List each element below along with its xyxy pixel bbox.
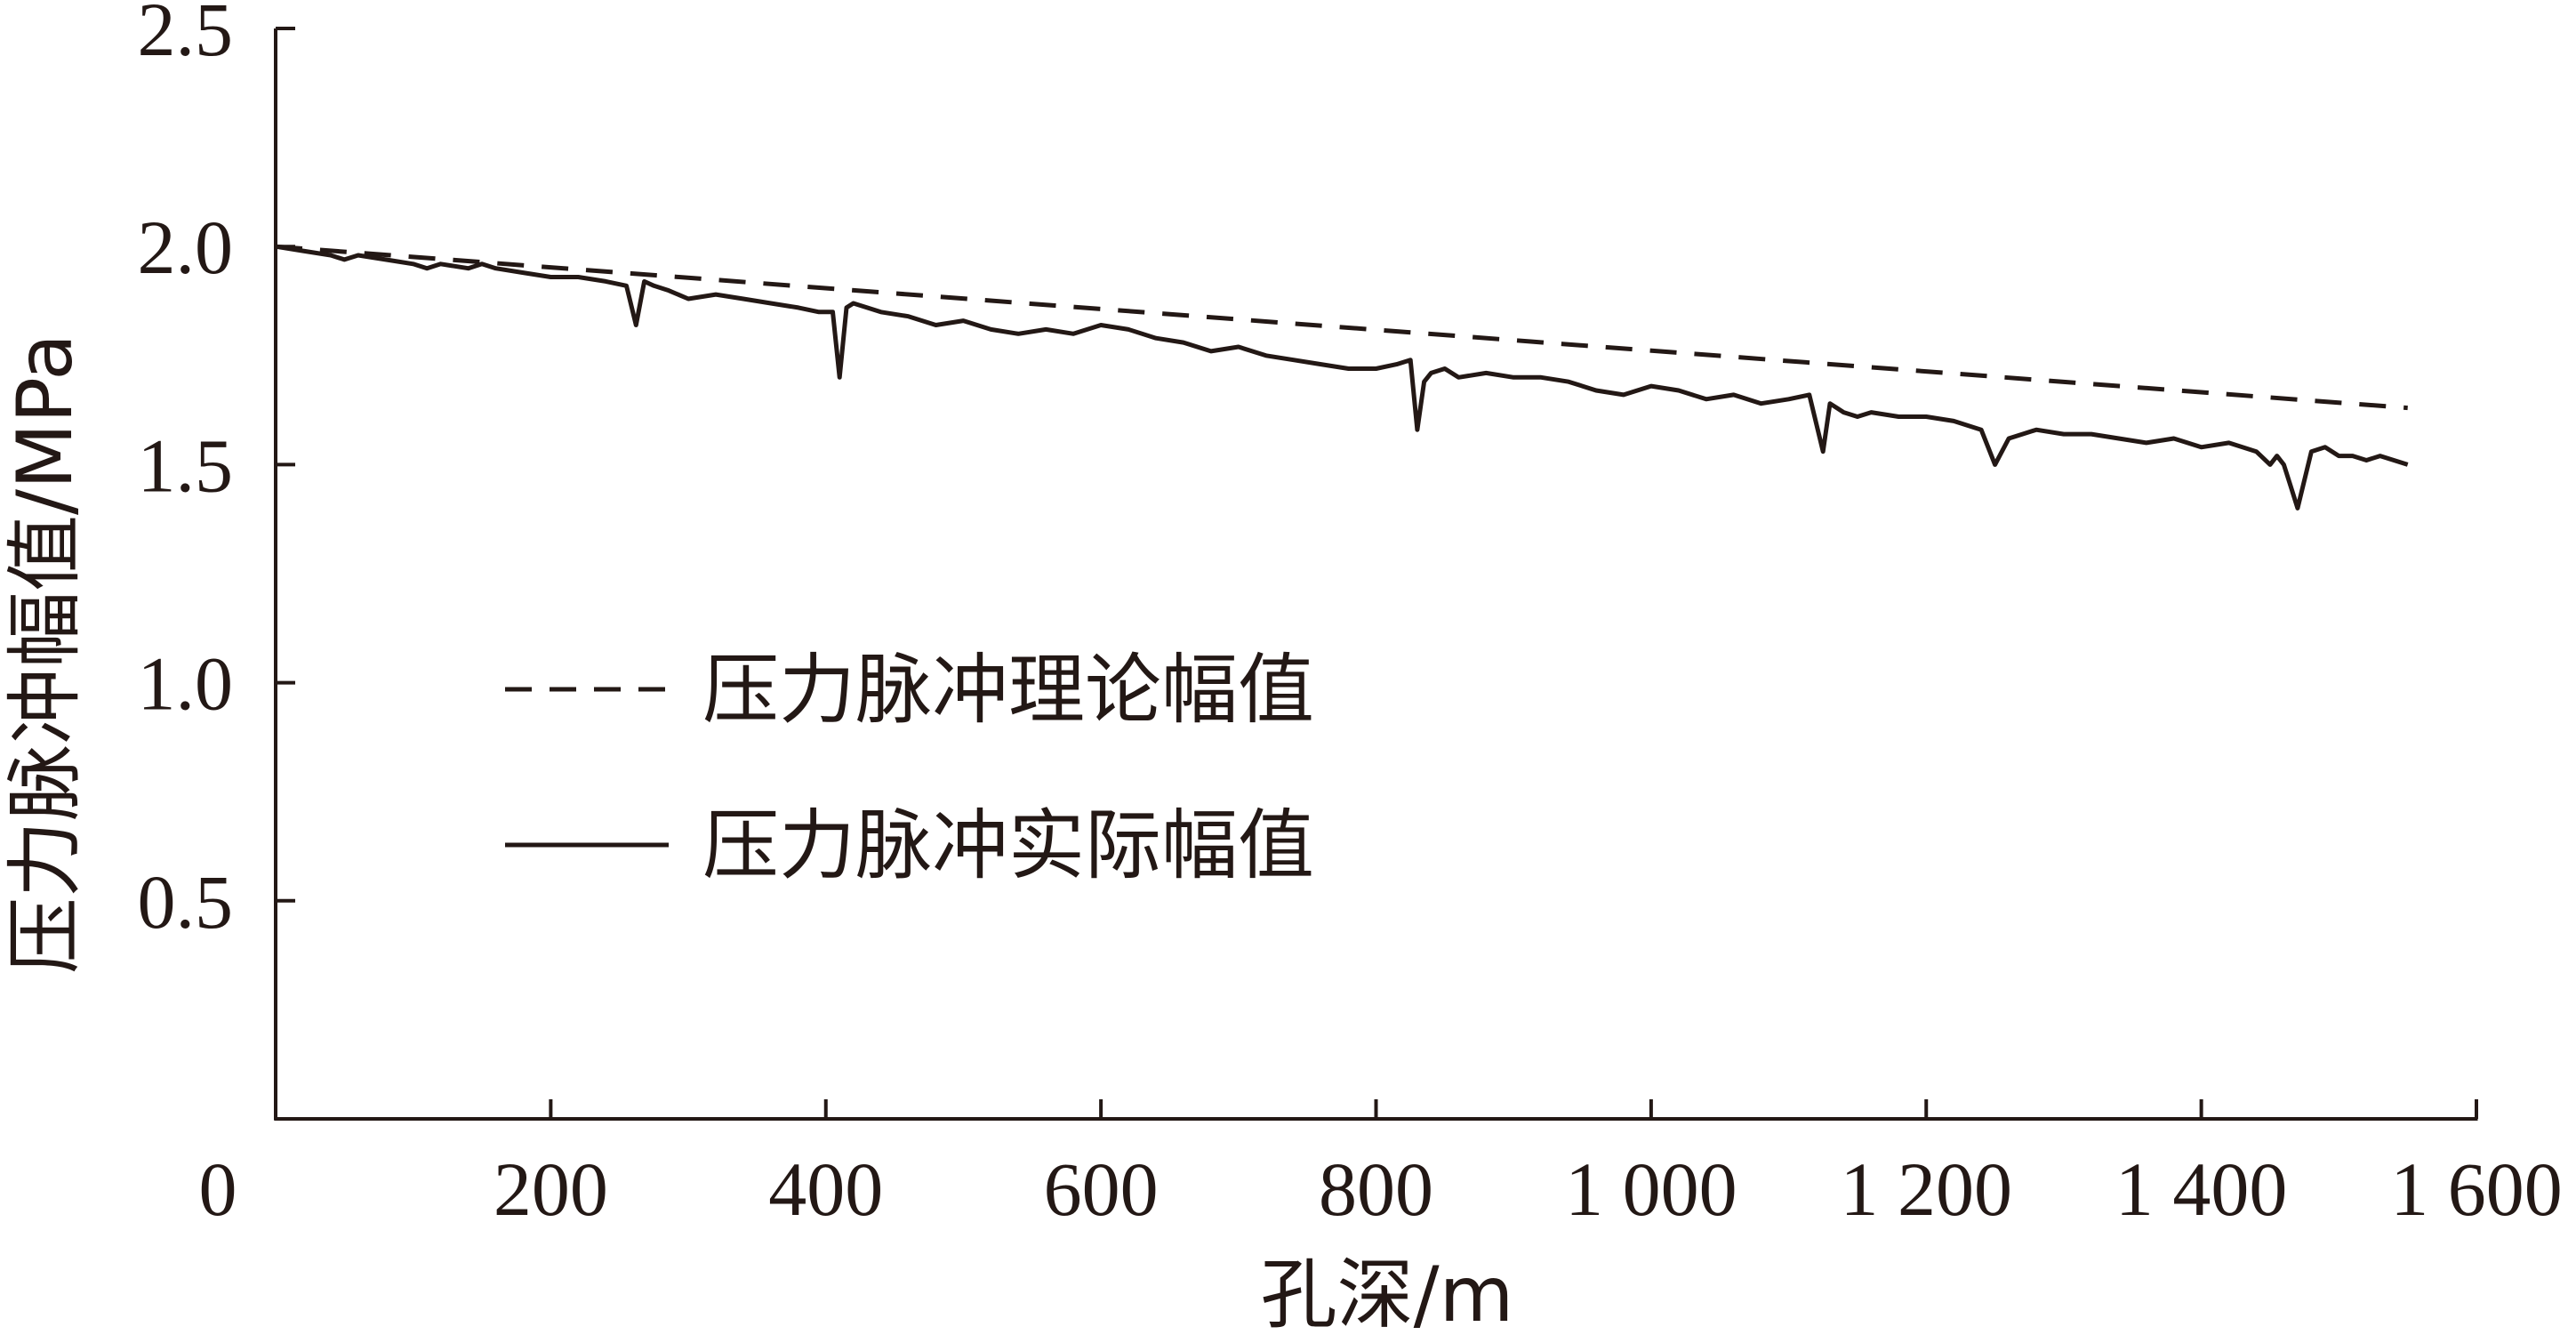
axes: 0.5 1.0 1.5 2.0 2.5 0 200 400 600 800 1 000 1 200 1 … [138, 0, 2563, 1232]
y-tick-label: 2.5 [138, 0, 234, 72]
series-layer [275, 244, 2409, 511]
x-tick-label: 800 [1319, 1146, 1433, 1232]
y-tick-label: 0.5 [138, 859, 234, 945]
x-tick-label: 200 [494, 1146, 608, 1232]
x-tick-label: 0 [199, 1146, 237, 1232]
y-axis-title: 压力脉冲幅值/MPa [1, 334, 90, 974]
legend-label-1: 压力脉冲理论幅值 [702, 646, 1314, 735]
series-line-2 [275, 244, 2409, 511]
x-tick-label: 1 600 [2390, 1146, 2563, 1232]
series-line-1 [275, 244, 2408, 411]
x-tick-label: 400 [768, 1146, 883, 1232]
y-tick-label: 1.5 [138, 422, 234, 508]
x-tick-label: 1 200 [1841, 1146, 2013, 1232]
x-tick-label: 1 000 [1565, 1146, 1737, 1232]
y-tick-label: 1.0 [138, 641, 234, 727]
y-tick-label: 2.0 [138, 205, 234, 290]
x-tick-label: 1 400 [2115, 1146, 2288, 1232]
x-tick-label: 600 [1044, 1146, 1159, 1232]
x-axis-title: 孔深/m [1261, 1251, 1514, 1339]
legend-label-2: 压力脉冲实际幅值 [702, 801, 1314, 890]
